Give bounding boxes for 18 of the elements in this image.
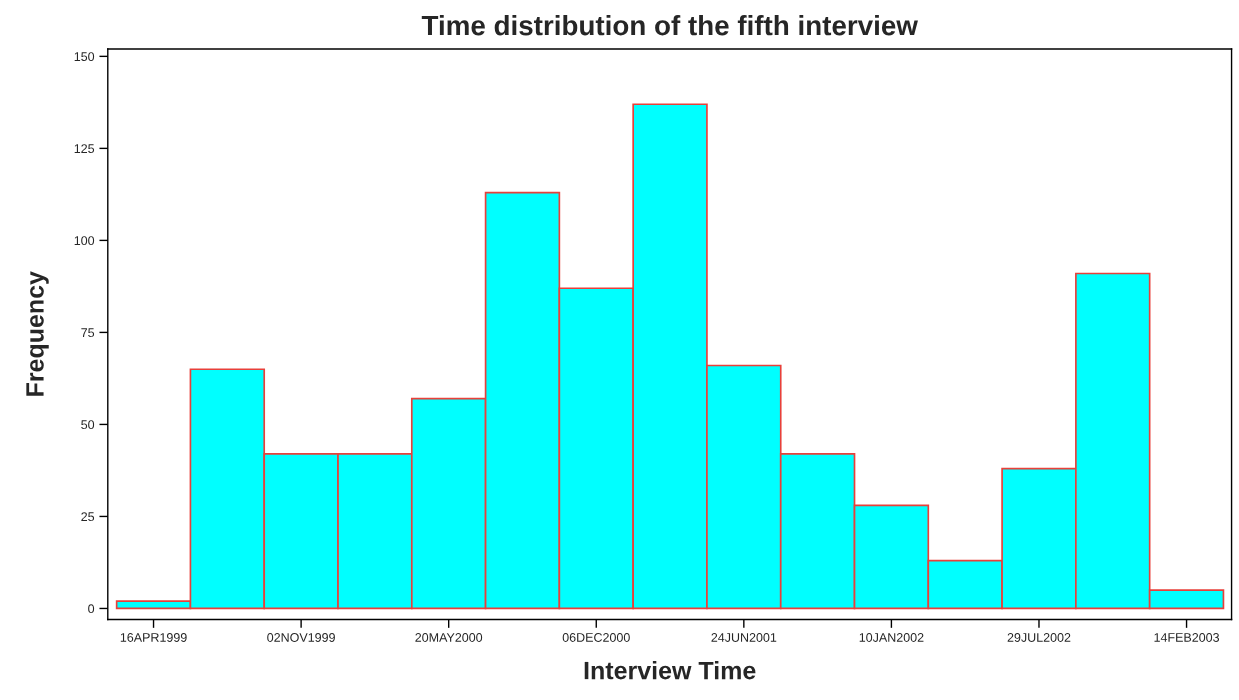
y-tick-label: 75: [81, 328, 95, 338]
x-tick-label: 24JUN2001: [711, 633, 777, 642]
y-axis-title: Frequency: [26, 271, 49, 396]
y-tick-label: 125: [74, 144, 95, 154]
x-axis-title: Interview Time: [584, 661, 756, 680]
x-tick-label: 14FEB2003: [1154, 633, 1220, 642]
chart-title: Time distribution of the fifth interview: [421, 14, 918, 36]
y-tick-label: 150: [74, 52, 95, 62]
x-tick-label: 06DEC2000: [562, 633, 630, 642]
x-tick-label: 20MAY2000: [415, 633, 483, 642]
y-tick-label: 25: [81, 512, 95, 522]
x-tick-label: 16APR1999: [120, 633, 187, 642]
x-tick-label: 02NOV1999: [267, 633, 335, 642]
y-tick-label: 0: [88, 604, 95, 614]
x-tick-label: 29JUL2002: [1007, 633, 1071, 642]
y-tick-label: 100: [74, 236, 95, 246]
y-tick-label: 50: [81, 420, 95, 430]
x-tick-label: 10JAN2002: [859, 633, 924, 642]
